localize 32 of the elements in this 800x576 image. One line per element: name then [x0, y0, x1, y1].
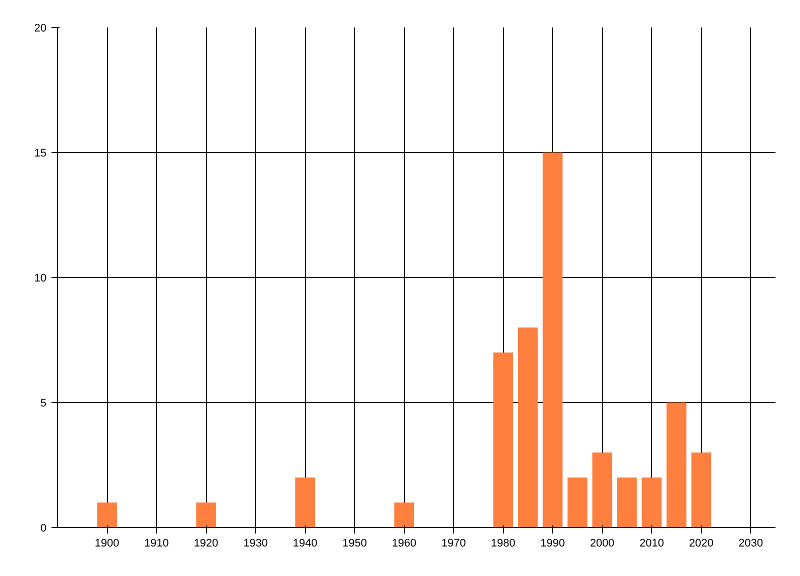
bar: [493, 352, 514, 528]
bar: [196, 502, 216, 528]
x-tick-label: 1940: [292, 538, 318, 550]
y-tick-label: 5: [40, 398, 47, 410]
bar: [295, 478, 315, 528]
bar: [542, 152, 563, 528]
bar: [592, 452, 612, 528]
bar: [691, 452, 712, 528]
bar: [642, 478, 662, 528]
y-tick-label: 0: [40, 522, 47, 534]
bar: [617, 478, 637, 528]
x-tick-label: 1930: [243, 538, 268, 550]
x-tick-label: 2010: [639, 538, 664, 550]
x-tick-label: 2030: [738, 538, 763, 550]
bar: [394, 502, 414, 528]
x-tick-label: 1980: [490, 538, 516, 550]
x-tick-label: 2020: [688, 538, 714, 550]
x-tick-label: 2000: [590, 538, 614, 550]
x-tick-label: 1910: [144, 538, 169, 550]
y-tick-label: 15: [34, 148, 47, 160]
y-tick-label: 20: [34, 22, 47, 34]
bar: [666, 402, 686, 528]
x-tick-label: 1970: [441, 538, 466, 550]
x-tick-label: 1920: [194, 538, 218, 550]
x-tick-label: 1990: [540, 538, 565, 550]
bar: [518, 328, 538, 528]
y-tick-label: 10: [34, 272, 47, 284]
bar: [568, 478, 588, 528]
x-tick-label: 1900: [94, 538, 120, 550]
x-tick-label: 1960: [392, 538, 416, 550]
bar: [97, 502, 117, 528]
x-tick-label: 1950: [342, 538, 367, 550]
